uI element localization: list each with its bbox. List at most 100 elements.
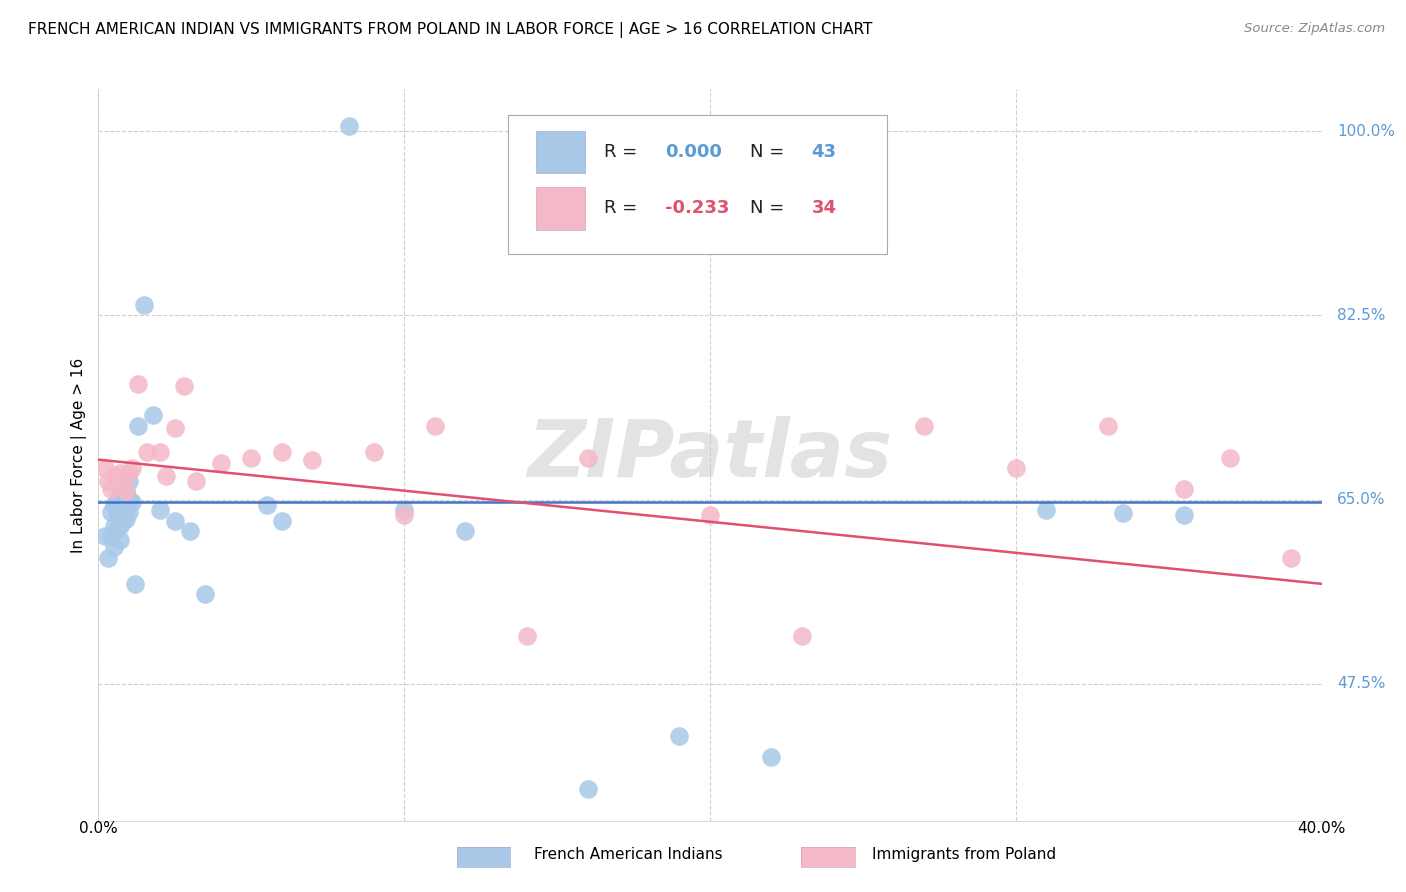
Point bbox=[134, 298, 156, 312]
Point bbox=[240, 450, 263, 465]
Text: 0.000: 0.000 bbox=[665, 143, 721, 161]
Point bbox=[270, 445, 292, 459]
Point bbox=[1112, 506, 1135, 520]
Text: 100.0%: 100.0% bbox=[1337, 124, 1395, 139]
Text: R =: R = bbox=[603, 200, 643, 218]
Point bbox=[127, 376, 149, 391]
Point bbox=[103, 540, 125, 554]
Point bbox=[111, 514, 134, 528]
Point bbox=[337, 119, 360, 133]
Point bbox=[423, 419, 446, 434]
Point bbox=[454, 524, 477, 539]
Point bbox=[576, 450, 599, 465]
Point bbox=[124, 577, 146, 591]
Point bbox=[142, 409, 165, 423]
Text: ZIPatlas: ZIPatlas bbox=[527, 416, 893, 494]
Point bbox=[108, 519, 131, 533]
Y-axis label: In Labor Force | Age > 16: In Labor Force | Age > 16 bbox=[72, 358, 87, 552]
Point bbox=[105, 505, 128, 519]
Point bbox=[163, 421, 186, 435]
Point bbox=[1219, 450, 1241, 465]
Point bbox=[100, 529, 122, 543]
Point bbox=[115, 484, 138, 499]
Point bbox=[115, 501, 138, 516]
Point bbox=[118, 492, 141, 507]
Text: -0.233: -0.233 bbox=[665, 200, 730, 218]
Point bbox=[105, 522, 128, 536]
Text: 43: 43 bbox=[811, 143, 837, 161]
Point bbox=[668, 730, 690, 744]
Point bbox=[108, 533, 131, 547]
FancyBboxPatch shape bbox=[536, 131, 585, 173]
Point bbox=[97, 474, 120, 488]
FancyBboxPatch shape bbox=[536, 187, 585, 229]
Point bbox=[93, 461, 115, 475]
Text: 0.0%: 0.0% bbox=[79, 821, 118, 836]
Point bbox=[149, 503, 172, 517]
Text: 34: 34 bbox=[811, 200, 837, 218]
Point bbox=[256, 498, 278, 512]
Point bbox=[118, 467, 141, 481]
Point bbox=[108, 503, 131, 517]
FancyBboxPatch shape bbox=[508, 115, 887, 253]
Point bbox=[392, 508, 416, 523]
Point bbox=[111, 482, 134, 496]
Point bbox=[912, 419, 935, 434]
Point bbox=[105, 474, 128, 488]
Point bbox=[576, 782, 599, 797]
Point bbox=[118, 505, 141, 519]
Text: 65.0%: 65.0% bbox=[1337, 492, 1385, 508]
Point bbox=[121, 461, 143, 475]
Point bbox=[173, 379, 195, 393]
Text: French American Indians: French American Indians bbox=[534, 847, 723, 862]
Point bbox=[111, 498, 134, 512]
Point bbox=[108, 487, 131, 501]
Point bbox=[1004, 461, 1026, 475]
Text: R =: R = bbox=[603, 143, 643, 161]
Point bbox=[759, 750, 782, 764]
Point bbox=[1097, 419, 1119, 434]
Point bbox=[115, 511, 138, 525]
Point bbox=[105, 495, 128, 509]
Point bbox=[1035, 503, 1057, 517]
Point bbox=[163, 514, 186, 528]
Point bbox=[179, 524, 201, 539]
Point bbox=[121, 495, 143, 509]
Point bbox=[100, 482, 122, 496]
Point bbox=[111, 480, 134, 494]
Text: 82.5%: 82.5% bbox=[1337, 308, 1385, 323]
Point bbox=[93, 529, 115, 543]
Point bbox=[149, 445, 172, 459]
Point bbox=[209, 456, 232, 470]
Point bbox=[1279, 550, 1302, 565]
Text: 47.5%: 47.5% bbox=[1337, 676, 1385, 691]
Point bbox=[103, 469, 125, 483]
Text: Source: ZipAtlas.com: Source: ZipAtlas.com bbox=[1244, 22, 1385, 36]
Point bbox=[115, 484, 138, 499]
Point bbox=[1173, 508, 1195, 523]
Point bbox=[103, 498, 125, 512]
Text: FRENCH AMERICAN INDIAN VS IMMIGRANTS FROM POLAND IN LABOR FORCE | AGE > 16 CORRE: FRENCH AMERICAN INDIAN VS IMMIGRANTS FRO… bbox=[28, 22, 873, 38]
Point bbox=[1173, 482, 1195, 496]
Text: N =: N = bbox=[751, 200, 790, 218]
Point bbox=[270, 514, 292, 528]
Point bbox=[194, 587, 217, 601]
Point bbox=[699, 508, 721, 523]
Point bbox=[127, 419, 149, 434]
Text: 40.0%: 40.0% bbox=[1298, 821, 1346, 836]
Point bbox=[301, 452, 323, 467]
Point bbox=[186, 474, 208, 488]
Point bbox=[118, 474, 141, 488]
Text: N =: N = bbox=[751, 143, 790, 161]
Point bbox=[392, 503, 416, 517]
Point bbox=[790, 630, 813, 644]
Point bbox=[363, 445, 385, 459]
Point bbox=[103, 519, 125, 533]
Point bbox=[136, 445, 159, 459]
Point bbox=[97, 550, 120, 565]
Point bbox=[108, 467, 131, 481]
Text: Immigrants from Poland: Immigrants from Poland bbox=[872, 847, 1056, 862]
Point bbox=[155, 469, 177, 483]
Point bbox=[100, 505, 122, 519]
Point bbox=[516, 630, 538, 644]
